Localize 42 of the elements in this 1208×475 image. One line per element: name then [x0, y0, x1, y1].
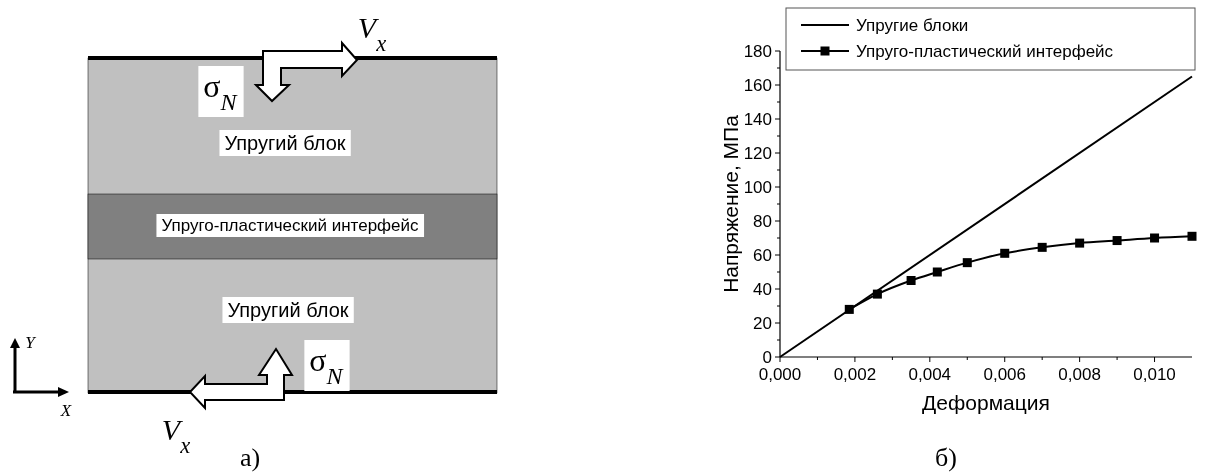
x-tick-label: 0,008 [1058, 365, 1101, 384]
text: а) [239, 443, 261, 472]
point [1112, 236, 1122, 246]
point [844, 304, 854, 314]
y-tick-label: 80 [753, 212, 772, 231]
text: Упругий блок [227, 299, 349, 321]
legend-label: Упруго-пластический интерфейс [856, 42, 1114, 61]
x-axis-title: Деформация [922, 391, 1050, 414]
x-tick-label: 0,000 [758, 365, 802, 384]
point [932, 267, 942, 277]
x-tick-label: 0,010 [1133, 365, 1176, 384]
point [906, 276, 916, 285]
text: σ$_{N}$ [203, 68, 239, 115]
y-axis-title: Напряжение, МПа [719, 114, 742, 293]
y-tick-label: 60 [753, 246, 772, 265]
point [872, 289, 882, 299]
y-tick-label: 100 [743, 178, 772, 197]
y-tick-label: 0 [762, 348, 772, 367]
x-tick-label: 0,004 [908, 365, 952, 384]
x-tick-label: 0,006 [983, 365, 1026, 384]
y-tick-label: 160 [743, 76, 772, 95]
y-tick-label: 20 [753, 314, 772, 333]
text: X [59, 401, 72, 420]
text: V$_{x}$ [161, 413, 191, 458]
point [1075, 238, 1085, 248]
text: σ$_{N}$ [309, 342, 345, 389]
text: Упругий блок [224, 132, 346, 154]
y-tick-label: 40 [753, 280, 772, 299]
text: Упруго-пластический интерфейс [161, 216, 420, 235]
text: Y [25, 333, 37, 352]
point [1187, 231, 1197, 241]
x-tick-label: 0,002 [833, 365, 877, 384]
text: б) [935, 443, 957, 472]
point [1150, 233, 1160, 243]
text: V$_{x}$ [357, 11, 387, 56]
legend-label: Упругие блоки [856, 16, 969, 35]
point [1000, 248, 1010, 258]
y-tick-label: 120 [743, 144, 772, 163]
point [962, 258, 972, 268]
y-tick-label: 140 [743, 110, 772, 129]
y-tick-label: 180 [743, 42, 772, 61]
point [1037, 242, 1047, 252]
